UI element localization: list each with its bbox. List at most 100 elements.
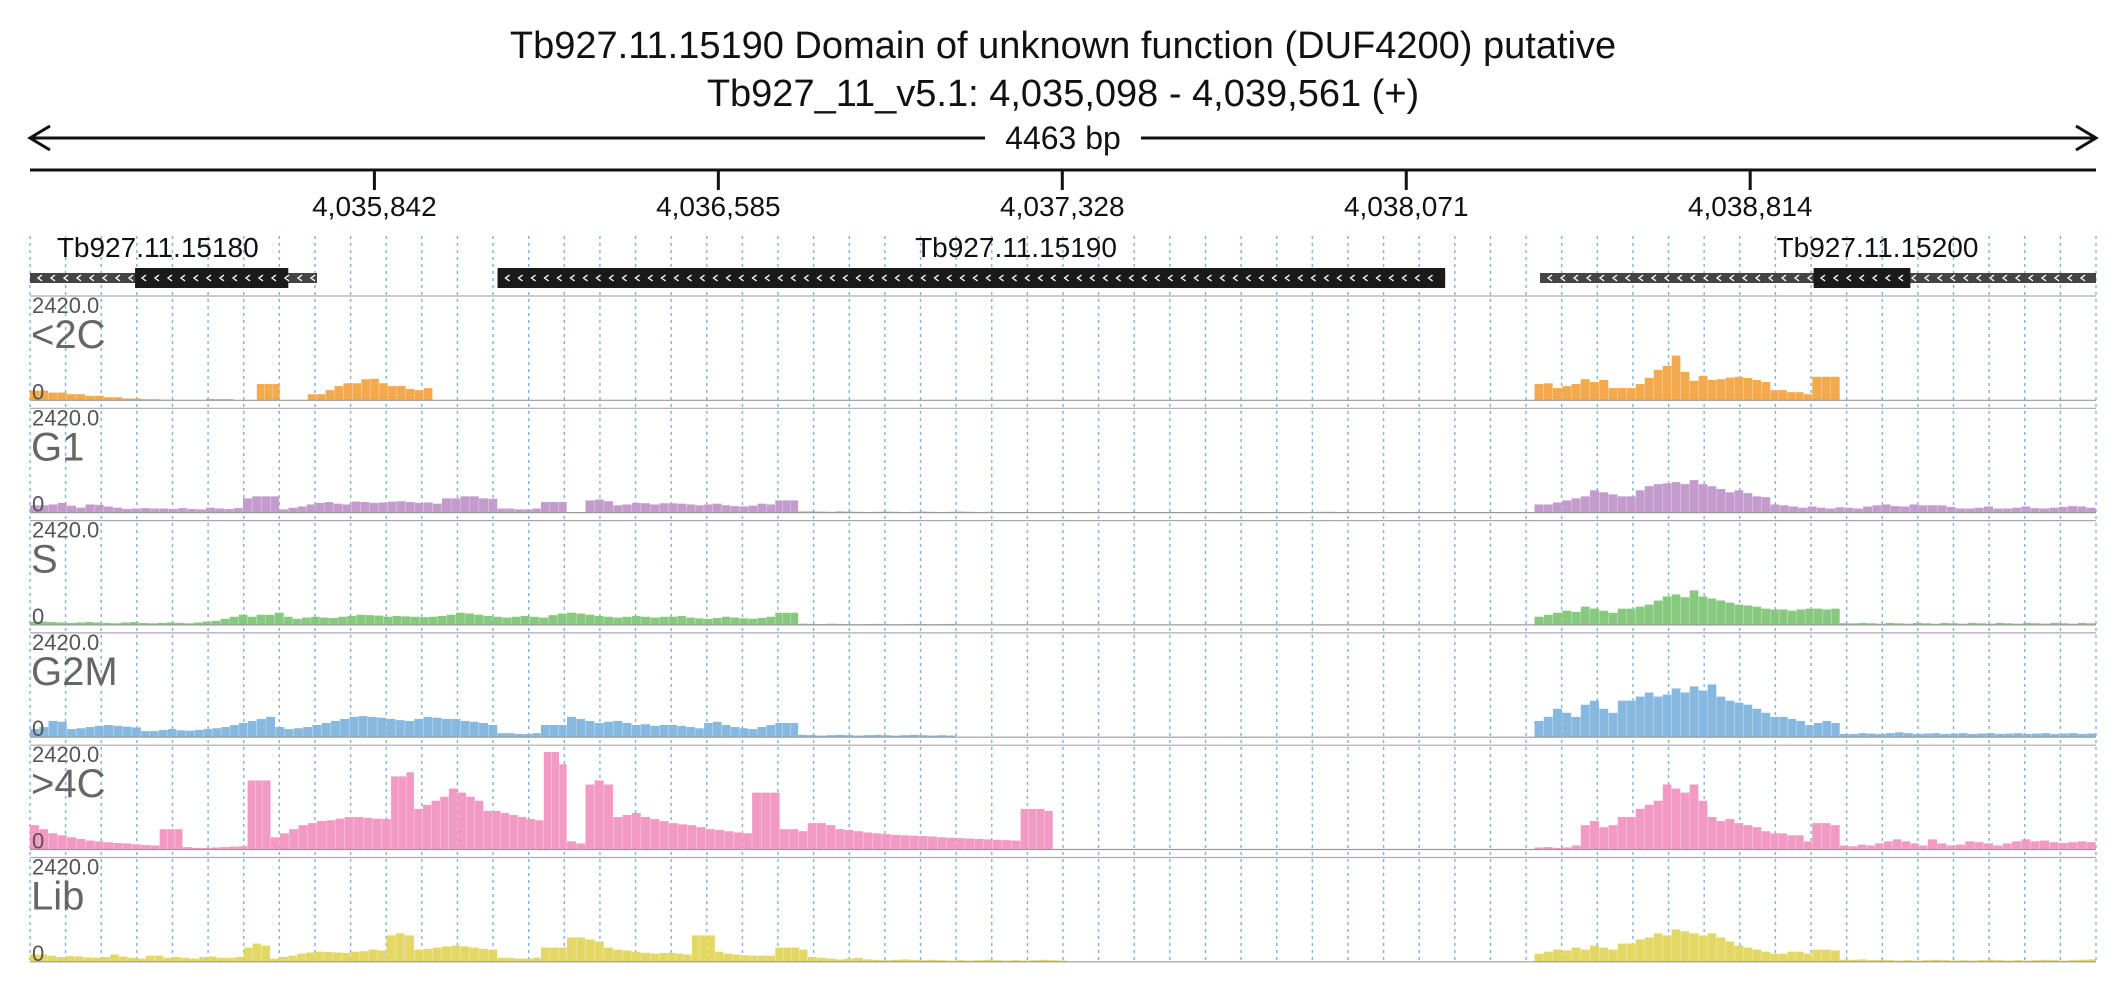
coverage-bar — [386, 718, 396, 738]
coverage-bar — [1752, 379, 1762, 401]
coverage-bar — [799, 949, 808, 962]
coverage-bar — [432, 947, 442, 962]
coverage-bar — [1857, 844, 1867, 850]
coverage-bar — [330, 720, 340, 738]
coverage-bar — [274, 612, 284, 625]
coverage-bar — [1653, 800, 1663, 850]
coverage-bar — [1707, 379, 1717, 401]
coverage-bar — [224, 508, 234, 513]
coverage-bar — [549, 947, 559, 962]
coverage-bar — [891, 834, 900, 850]
coverage-bar — [631, 615, 641, 625]
coverage-bar — [1599, 708, 1609, 738]
coverage-bar — [57, 392, 67, 401]
gene-label[interactable]: Tb927.11.15200 — [1777, 232, 1979, 263]
coverage-bar — [2068, 960, 2078, 962]
coverage-bar — [127, 957, 137, 962]
y-min-label: 0 — [32, 604, 44, 629]
coverage-bar — [1552, 847, 1562, 850]
coverage-bar — [488, 949, 498, 962]
coverage-bar — [1826, 508, 1836, 513]
coverage-tracks: 2420.0<2C02420.0G102420.0S02420.0G2M0242… — [30, 293, 2096, 966]
coverage-bar — [1885, 733, 1895, 738]
coverage-bar — [2021, 839, 2031, 850]
coverage-bar — [57, 502, 67, 513]
coverage-bar — [386, 935, 396, 962]
gene-label[interactable]: Tb927.11.15190 — [915, 232, 1117, 263]
coverage-bar — [264, 384, 272, 401]
coverage-bar — [704, 504, 713, 513]
coverage-bar — [1580, 704, 1590, 738]
coverage-bar — [423, 948, 433, 962]
coverage-bar — [1858, 959, 1868, 962]
coverage-bar — [388, 386, 397, 401]
coverage-bar — [414, 808, 423, 850]
coverage-bar — [1796, 609, 1805, 625]
coverage-bar — [955, 960, 965, 962]
coverage-bar — [900, 835, 910, 850]
coverage-bar — [1617, 700, 1627, 738]
coverage-bar — [1796, 720, 1805, 738]
coverage-bar — [511, 616, 521, 625]
coverage-bar — [272, 384, 280, 401]
coverage-bar — [377, 717, 387, 738]
coverage-bar — [881, 834, 891, 850]
coverage-bar — [1662, 365, 1672, 401]
coverage-bar — [85, 395, 95, 401]
coverage-bar — [57, 721, 67, 738]
coverage-bar — [1858, 733, 1868, 738]
coverage-bar — [1875, 843, 1884, 850]
coverage-bar — [1698, 800, 1708, 850]
coverage-bar — [229, 846, 239, 850]
coverage-bar — [354, 817, 364, 850]
coverage-bar — [1029, 960, 1039, 962]
coverage-bar — [131, 508, 141, 513]
coverage-bar — [414, 949, 424, 962]
coverage-bar — [766, 504, 775, 513]
coverage-bar — [199, 956, 208, 962]
coverage-bar — [1805, 608, 1814, 625]
coverage-bar — [1534, 384, 1544, 401]
coverage-bar — [230, 725, 239, 738]
coverage-bar — [506, 508, 515, 513]
coverage-bar — [261, 945, 271, 962]
coverage-bar — [261, 496, 271, 513]
coverage-bar — [1986, 733, 1996, 738]
gene-model[interactable]: Tb927.11.15190 — [497, 232, 1446, 288]
coverage-bar — [247, 780, 255, 850]
coverage-bar — [131, 398, 141, 401]
coverage-bar — [1599, 379, 1609, 401]
coverage-bar — [526, 819, 535, 850]
coverage-bar — [1803, 394, 1812, 401]
coverage-bar — [39, 727, 49, 738]
coverage-bar — [147, 623, 157, 625]
coverage-bar — [641, 616, 651, 625]
gridlines — [29, 236, 2097, 964]
coverage-bar — [783, 722, 791, 738]
coverage-bar — [826, 958, 836, 962]
coverage-bar — [1752, 827, 1762, 850]
coverage-bar — [293, 728, 303, 738]
coverage-bar — [1689, 933, 1699, 962]
coverage-bar — [201, 847, 211, 850]
coverage-bar — [1680, 597, 1690, 625]
gene-model[interactable]: Tb927.11.15180 — [30, 232, 318, 288]
coverage-bar — [974, 960, 984, 962]
coverage-bar — [514, 958, 524, 962]
coverage-bar — [363, 817, 373, 850]
coverage-bar — [518, 817, 527, 850]
coverage-bar — [1812, 949, 1822, 962]
coverage-bar — [631, 502, 641, 513]
coverage-bar — [1986, 623, 1996, 625]
coverage-bar — [145, 955, 155, 962]
coverage-bar — [488, 498, 498, 513]
coverage-bar — [466, 796, 475, 850]
coverage-bar — [48, 720, 58, 738]
gene-label[interactable]: Tb927.11.15180 — [57, 232, 259, 263]
coverage-bar — [85, 727, 95, 738]
coverage-bar — [1937, 843, 1947, 850]
gene-model[interactable]: Tb927.11.15200 — [1540, 232, 2096, 288]
coverage-bar — [38, 954, 48, 962]
coverage-bar — [432, 717, 442, 738]
coverage-bar — [1543, 716, 1553, 738]
